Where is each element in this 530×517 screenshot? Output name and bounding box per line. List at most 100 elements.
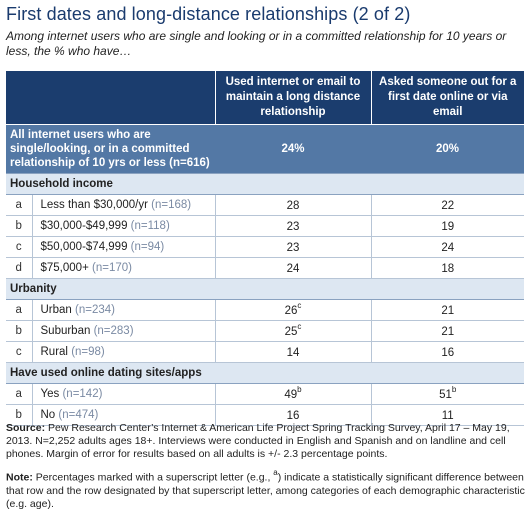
row-label-cell: No (n=474) <box>32 404 216 426</box>
value-long-distance: 23 <box>286 220 300 233</box>
value-first-date-cell: 19 <box>371 215 524 237</box>
row-sample-size: (n=234) <box>75 303 115 316</box>
value-first-date: 51 <box>439 388 452 401</box>
source-label: Source: <box>6 422 46 434</box>
value-first-date-cell: 22 <box>371 194 524 216</box>
value-long-distance: 16 <box>286 409 300 422</box>
row-sample-size: (n=142) <box>62 387 103 400</box>
value-first-date-cell: 51b <box>371 383 524 405</box>
row-letter: c <box>6 236 33 258</box>
row-letter: a <box>6 194 33 216</box>
table-row: b No (n=474) 16 11 <box>6 404 524 426</box>
row-label-cell: Yes (n=142) <box>32 383 216 405</box>
row-label-cell: $75,000+ (n=170) <box>32 257 216 279</box>
column-header-first-date: Asked someone out for a first date onlin… <box>370 71 524 124</box>
row-label-cell: Suburban (n=283) <box>32 320 216 342</box>
value-first-date-cell: 16 <box>371 341 524 363</box>
note-label: Note: <box>6 471 33 484</box>
table-row: a Yes (n=142) 49b 51b <box>6 383 524 405</box>
value-first-date: 19 <box>441 220 455 233</box>
note-text-after: ) indicate a statistically significant d… <box>6 471 525 510</box>
value-first-date-superscript: b <box>451 385 457 395</box>
table-row: d $75,000+ (n=170) 24 18 <box>6 257 524 279</box>
row-sample-size: (n=170) <box>92 261 132 274</box>
table-row: b Suburban (n=283) 25c 21 <box>6 320 524 342</box>
all-users-label: All internet users who are single/lookin… <box>6 123 215 173</box>
value-first-date: 18 <box>441 262 455 275</box>
value-long-distance-cell: 23 <box>215 215 372 237</box>
row-sample-size: (n=98) <box>71 345 105 358</box>
value-first-date-cell: 21 <box>371 299 524 321</box>
header-blank-cell <box>6 71 215 124</box>
section-title: Household income <box>6 172 524 195</box>
value-long-distance: 24 <box>286 262 300 275</box>
value-long-distance: 14 <box>286 346 300 359</box>
all-users-value-first-date: 20% <box>371 123 524 173</box>
value-first-date: 11 <box>441 409 454 422</box>
value-first-date-cell: 11 <box>371 404 524 426</box>
section-title: Urbanity <box>6 277 524 300</box>
row-letter: b <box>6 215 33 237</box>
row-label: Yes <box>40 387 60 400</box>
row-sample-size: (n=283) <box>93 324 134 337</box>
note-text-before: Percentages marked with a superscript le… <box>35 471 274 484</box>
row-sample-size: (n=118) <box>130 219 170 232</box>
row-label: $75,000+ <box>40 261 89 274</box>
value-long-distance-cell: 28 <box>215 194 372 216</box>
value-first-date: 21 <box>441 325 455 338</box>
row-letter: b <box>6 404 33 426</box>
value-long-distance-superscript: b <box>297 385 302 395</box>
row-letter: c <box>6 341 33 363</box>
figure-subtitle: Among internet users who are single and … <box>6 29 507 58</box>
figure-title: First dates and long-distance relationsh… <box>6 4 411 24</box>
row-sample-size: (n=474) <box>58 408 99 421</box>
row-label: Rural <box>40 345 68 358</box>
value-long-distance: 28 <box>286 199 300 212</box>
value-first-date-cell: 18 <box>371 257 524 279</box>
row-label-cell: $50,000-$74,999 (n=94) <box>32 236 216 258</box>
table-row: b $30,000-$49,999 (n=118) 23 19 <box>6 215 524 237</box>
row-label-cell: Rural (n=98) <box>32 341 216 363</box>
value-long-distance-cell: 49b <box>215 383 372 405</box>
value-first-date-cell: 21 <box>371 320 524 342</box>
value-long-distance-cell: 26c <box>215 299 372 321</box>
section-header-row: Urbanity <box>6 277 524 300</box>
table-row: c Rural (n=98) 14 16 <box>6 341 524 363</box>
value-long-distance-cell: 24 <box>215 257 372 279</box>
row-letter: a <box>6 299 33 321</box>
value-first-date: 24 <box>441 241 455 254</box>
value-first-date: 22 <box>441 199 455 212</box>
value-long-distance: 26 <box>284 304 298 317</box>
column-header-long-distance: Used internet or email to maintain a lon… <box>214 71 371 124</box>
footnote: Note: Percentages marked with a superscr… <box>6 467 526 511</box>
value-long-distance-cell: 23 <box>215 236 372 258</box>
row-label: Suburban <box>40 324 91 337</box>
all-users-value-long-distance: 24% <box>215 123 371 173</box>
table-row: a Less than $30,000/yr (n=168) 28 22 <box>6 194 524 216</box>
row-sample-size: (n=94) <box>130 240 165 253</box>
value-long-distance-cell: 16 <box>215 404 372 426</box>
row-label: No <box>40 408 56 421</box>
value-first-date-cell: 24 <box>371 236 524 258</box>
section-header-row: Have used online dating sites/apps <box>6 361 524 384</box>
value-long-distance-superscript: c <box>297 301 302 311</box>
row-letter: d <box>6 257 33 279</box>
row-sample-size: (n=168) <box>151 198 192 211</box>
row-label: $30,000-$49,999 <box>40 219 128 232</box>
section-header-row: Household income <box>6 172 524 195</box>
value-long-distance-cell: 25c <box>215 320 372 342</box>
value-long-distance: 23 <box>286 241 300 254</box>
row-label: Urban <box>40 303 72 316</box>
value-long-distance: 25 <box>284 325 298 338</box>
all-users-row: All internet users who are single/lookin… <box>6 123 524 173</box>
table-header: Used internet or email to maintain a lon… <box>6 71 524 124</box>
row-label-cell: $30,000-$49,999 (n=118) <box>32 215 216 237</box>
note-superscript-example: a <box>273 468 278 477</box>
data-table: Used internet or email to maintain a lon… <box>6 71 524 426</box>
value-long-distance-superscript: c <box>297 322 302 332</box>
value-long-distance: 49 <box>284 388 298 401</box>
table-body: All internet users who are single/lookin… <box>6 123 524 426</box>
value-long-distance-cell: 14 <box>215 341 372 363</box>
row-label-cell: Less than $30,000/yr (n=168) <box>32 194 216 216</box>
source-text: Pew Research Center’s Internet & America… <box>6 422 510 460</box>
